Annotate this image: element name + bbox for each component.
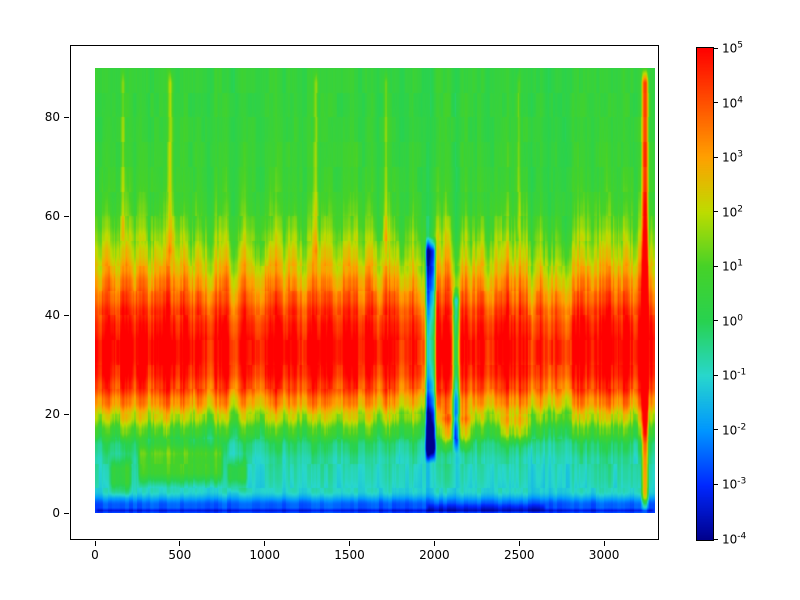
colorbar-tick xyxy=(714,156,718,158)
colorbar-tick xyxy=(714,374,718,376)
colorbar-tick-exponent: -3 xyxy=(737,476,747,487)
colorbar-tick-base: 10 xyxy=(722,314,738,329)
x-tick-label: 0 xyxy=(91,548,99,562)
colorbar-tick-exponent: 0 xyxy=(737,313,744,324)
y-tick-label: 80 xyxy=(44,110,60,125)
colorbar-tick-label: 104 xyxy=(722,95,743,110)
y-tick xyxy=(64,116,69,118)
colorbar-tick-exponent: 5 xyxy=(737,40,744,51)
colorbar-tick-base: 10 xyxy=(722,41,738,56)
colorbar-tick-base: 10 xyxy=(722,205,738,220)
x-tick-label: 500 xyxy=(168,548,192,562)
colorbar-tick-base: 10 xyxy=(722,532,738,547)
x-tick-label: 2000 xyxy=(419,548,450,562)
colorbar-tick-base: 10 xyxy=(722,96,738,111)
colorbar-tick xyxy=(714,483,718,485)
y-tick xyxy=(64,512,69,514)
x-tick-label: 1500 xyxy=(334,548,365,562)
y-tick-label: 0 xyxy=(52,506,60,520)
colorbar-canvas xyxy=(697,48,713,540)
x-tick-label: 3000 xyxy=(588,548,620,562)
colorbar-tick-exponent: 4 xyxy=(737,95,744,106)
colorbar-tick-exponent: -2 xyxy=(737,422,747,433)
colorbar-tick-base: 10 xyxy=(722,368,738,383)
colorbar-tick-label: 10-1 xyxy=(722,368,746,383)
colorbar-tick-label: 103 xyxy=(722,150,743,165)
colorbar-tick xyxy=(714,538,718,540)
colorbar-tick-label: 100 xyxy=(722,313,743,328)
x-tick xyxy=(518,541,520,546)
colorbar-tick-label: 105 xyxy=(722,41,743,56)
x-tick xyxy=(603,541,605,546)
colorbar-tick xyxy=(714,211,718,213)
x-tick xyxy=(94,541,96,546)
colorbar-tick-label: 102 xyxy=(722,204,743,219)
colorbar-tick-label: 10-2 xyxy=(722,422,746,437)
colorbar-tick-label: 10-3 xyxy=(722,477,746,492)
colorbar-tick xyxy=(714,102,718,104)
colorbar-tick xyxy=(714,47,718,49)
colorbar-tick-exponent: -4 xyxy=(737,531,747,542)
colorbar-tick-exponent: 3 xyxy=(737,149,744,160)
y-tick-label: 20 xyxy=(44,407,60,422)
colorbar-tick-base: 10 xyxy=(722,423,738,438)
y-tick-label: 40 xyxy=(44,308,60,323)
y-tick xyxy=(64,314,69,316)
heatmap-canvas xyxy=(95,68,655,513)
x-tick-label: 2500 xyxy=(503,548,535,562)
x-tick-label: 1000 xyxy=(249,548,280,562)
colorbar-tick-exponent: 1 xyxy=(737,258,744,269)
colorbar-tick-exponent: -1 xyxy=(737,367,747,378)
colorbar-tick-exponent: 2 xyxy=(737,204,744,215)
colorbar-tick xyxy=(714,265,718,267)
x-tick xyxy=(179,541,181,546)
y-tick xyxy=(64,413,69,415)
y-tick-label: 60 xyxy=(44,209,60,224)
x-tick xyxy=(349,541,351,546)
colorbar-tick xyxy=(714,320,718,322)
colorbar-tick-base: 10 xyxy=(722,477,738,492)
y-tick xyxy=(64,215,69,217)
colorbar-tick-base: 10 xyxy=(722,150,738,165)
colorbar-tick-label: 101 xyxy=(722,259,743,274)
colorbar-tick xyxy=(714,429,718,431)
x-tick xyxy=(433,541,435,546)
colorbar-tick-label: 10-4 xyxy=(722,532,746,547)
colorbar xyxy=(696,47,714,541)
colorbar-tick-base: 10 xyxy=(722,259,738,274)
x-tick xyxy=(264,541,266,546)
